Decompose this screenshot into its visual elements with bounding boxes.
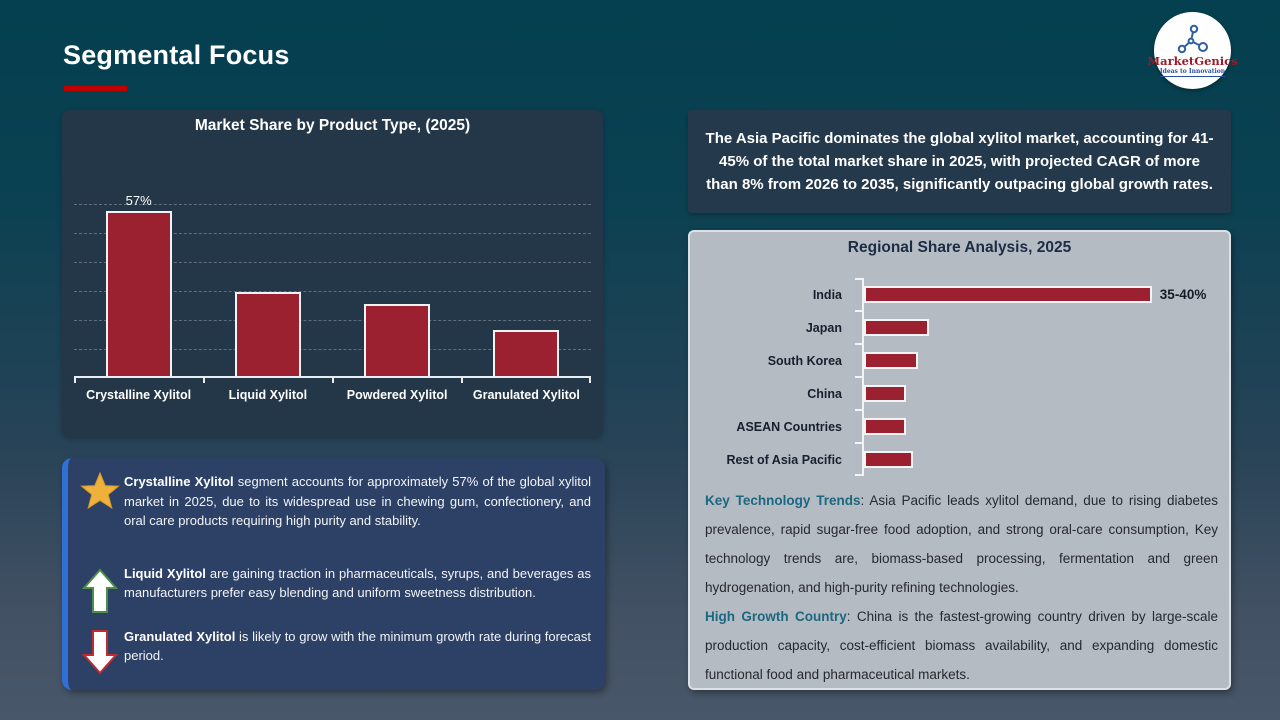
insight-lead: Liquid Xylitol bbox=[124, 565, 206, 581]
x-axis-tick bbox=[203, 376, 205, 383]
page-title: Segmental Focus bbox=[63, 40, 290, 70]
regional-row-asean: ASEAN Countries bbox=[702, 410, 1217, 443]
insight-lead: Crystalline Xylitol bbox=[124, 474, 234, 489]
regional-row-india: India 35-40% bbox=[702, 278, 1217, 311]
region-label: Japan bbox=[805, 320, 842, 335]
regional-row-south-korea: South Korea bbox=[702, 344, 1217, 377]
paragraph-body: : China is the fastest-growing country d… bbox=[705, 609, 1218, 682]
y-axis-tick bbox=[855, 442, 862, 444]
regional-panel: Regional Share Analysis, 2025 India 35-4… bbox=[688, 230, 1231, 690]
x-axis-tick bbox=[74, 376, 76, 383]
regional-row-rest-apac: Rest of Asia Pacific bbox=[702, 443, 1217, 476]
insight-text: Crystalline Xylitol segment accounts for… bbox=[124, 472, 591, 531]
bar-japan bbox=[864, 319, 930, 336]
bar-slot bbox=[203, 274, 332, 376]
category-label-powdered: Powdered Xylitol bbox=[346, 388, 448, 402]
region-label: China bbox=[807, 386, 842, 401]
category-label-liquid: Liquid Xylitol bbox=[228, 388, 308, 402]
regional-chart-title: Regional Share Analysis, 2025 bbox=[847, 239, 1072, 256]
region-label: India bbox=[812, 287, 842, 302]
highlight-text: The Asia Pacific dominates the global xy… bbox=[705, 130, 1214, 193]
product-chart-title: Market Share by Product Type, (2025) bbox=[194, 117, 471, 134]
bar-annotation: 35-40% bbox=[1159, 287, 1207, 302]
region-label: Rest of Asia Pacific bbox=[726, 452, 842, 467]
gridline bbox=[74, 320, 591, 321]
paragraph-body: : Asia Pacific leads xylitol demand, due… bbox=[705, 493, 1218, 595]
insight-row-granulated: Granulated Xylitol is likely to grow wit… bbox=[76, 627, 591, 675]
logo-name: MarketGenics bbox=[1147, 54, 1238, 69]
y-axis-tick bbox=[855, 409, 862, 411]
category-label-granulated: Granulated Xylitol bbox=[472, 388, 580, 402]
gridline bbox=[74, 291, 591, 292]
key-technology-trends-paragraph: Key Technology Trends: Asia Pacific lead… bbox=[705, 486, 1218, 602]
x-axis-tick bbox=[332, 376, 334, 383]
star-icon bbox=[76, 472, 124, 510]
arrow-up-icon bbox=[76, 564, 124, 614]
region-label: South Korea bbox=[767, 353, 842, 368]
insight-text: Liquid Xylitol are gaining traction in p… bbox=[124, 564, 591, 603]
category-label-crystalline: Crystalline Xylitol bbox=[86, 388, 192, 402]
y-axis-tick bbox=[855, 376, 862, 378]
insight-body: is likely to grow with the minimum growt… bbox=[124, 628, 591, 664]
regional-row-china: China bbox=[702, 377, 1217, 410]
bar-liquid-xylitol bbox=[234, 291, 301, 376]
logo-tagline: Ideas to Innovation bbox=[1159, 67, 1226, 77]
insights-panel: Crystalline Xylitol segment accounts for… bbox=[62, 458, 605, 690]
gridline bbox=[74, 204, 591, 205]
y-axis-line bbox=[862, 278, 864, 476]
bar-granulated-xylitol bbox=[493, 329, 560, 376]
bar-india bbox=[864, 286, 1152, 303]
insight-body: are gaining traction in pharmaceuticals,… bbox=[124, 565, 591, 601]
x-axis-tick bbox=[461, 376, 463, 383]
region-label: ASEAN Countries bbox=[736, 419, 842, 434]
regional-row-japan: Japan bbox=[702, 311, 1217, 344]
bar-slot: 57% bbox=[74, 193, 203, 376]
asia-pacific-highlight-box: The Asia Pacific dominates the global xy… bbox=[688, 110, 1231, 213]
y-axis-tick bbox=[855, 343, 862, 345]
bar-slot bbox=[462, 312, 591, 376]
bar-crystalline-xylitol bbox=[105, 210, 172, 376]
bar-value-label: 57% bbox=[125, 192, 152, 208]
product-chart-plot: 57% bbox=[74, 193, 591, 383]
bar-powdered-xylitol bbox=[364, 303, 431, 376]
bar-slot bbox=[333, 286, 462, 376]
bar-china bbox=[864, 385, 907, 402]
paragraph-lead: Key Technology Trends bbox=[705, 493, 861, 508]
product-chart-panel: Market Share by Product Type, (2025) 57% bbox=[62, 110, 603, 437]
gridline bbox=[74, 262, 591, 263]
insight-text: Granulated Xylitol is likely to grow wit… bbox=[124, 627, 591, 666]
x-axis-tick bbox=[589, 376, 591, 383]
insight-lead: Granulated Xylitol bbox=[124, 628, 236, 644]
bar-asean-countries bbox=[864, 418, 907, 435]
bar-rest-of-asia-pacific bbox=[864, 451, 914, 468]
bar-south-korea bbox=[864, 352, 918, 369]
gridline bbox=[74, 233, 591, 234]
insight-row-liquid: Liquid Xylitol are gaining traction in p… bbox=[76, 564, 591, 614]
y-axis-tick bbox=[855, 474, 862, 476]
paragraph-lead: High Growth Country bbox=[705, 609, 847, 624]
title-accent-underline bbox=[64, 86, 127, 91]
regional-text-block: Key Technology Trends: Asia Pacific lead… bbox=[705, 486, 1218, 689]
category-labels-row: Crystalline Xylitol Liquid Xylitol Powde… bbox=[74, 388, 591, 402]
y-axis-tick bbox=[855, 278, 862, 280]
arrow-down-icon bbox=[76, 627, 124, 675]
molecule-icon bbox=[1177, 24, 1208, 54]
insight-body: segment accounts for approximately 57% o… bbox=[124, 474, 591, 528]
gridline bbox=[74, 349, 591, 350]
marketgenics-logo: MarketGenics Ideas to Innovation bbox=[1147, 12, 1238, 89]
y-axis-tick bbox=[855, 310, 862, 312]
insight-row-crystalline: Crystalline Xylitol segment accounts for… bbox=[76, 472, 591, 531]
high-growth-country-paragraph: High Growth Country: China is the fastes… bbox=[705, 602, 1218, 689]
bars-group: 57% bbox=[74, 146, 591, 376]
regional-chart: India 35-40% Japan South Korea China ASE… bbox=[702, 278, 1217, 476]
